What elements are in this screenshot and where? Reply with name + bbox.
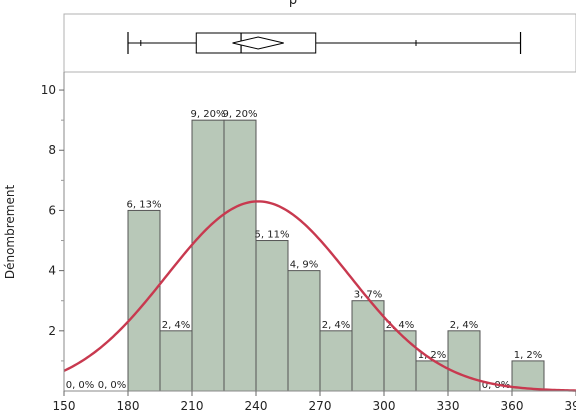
- bar-data-label: 4, 9%: [290, 260, 319, 271]
- histogram-bar: [127, 209, 161, 392]
- x-axis: 150 180 210 240 270 300 330 360 390: [53, 391, 576, 413]
- bar-data-label: 9, 20%: [191, 109, 226, 120]
- histogram-bar: [255, 240, 289, 392]
- bar-data-label: 1, 2%: [418, 350, 447, 361]
- histogram-bar: [447, 330, 481, 392]
- bar-data-label: 3, 7%: [354, 290, 383, 301]
- y-tick-label: 10: [41, 83, 56, 97]
- y-tick-label: 8: [48, 143, 56, 157]
- y-axis: 2 4 6 8 10: [41, 83, 64, 362]
- x-tick-label: 210: [181, 399, 204, 413]
- bar-data-label: 6, 13%: [127, 199, 162, 210]
- bar-data-label: 9, 20%: [223, 109, 258, 120]
- bar-data-label: 5, 11%: [255, 230, 290, 241]
- normal-fit-curve: [63, 200, 576, 392]
- bar-data-label: 1, 2%: [514, 350, 543, 361]
- bar-data-label: 2, 4%: [386, 320, 415, 331]
- x-tick-label: 330: [437, 399, 460, 413]
- x-tick-label: 360: [501, 399, 524, 413]
- bar-data-label: 0, 0%: [66, 380, 95, 391]
- y-tick-label: 6: [48, 203, 56, 217]
- x-tick-label: 390: [565, 399, 576, 413]
- box-plot-panel: [63, 13, 576, 73]
- histogram-bar: [511, 360, 545, 392]
- box-plot: [127, 32, 522, 54]
- x-tick-label: 240: [245, 399, 268, 413]
- histogram-panel: 0, 0% 0, 0% 6, 13% 2, 4% 9, 20%9, 20% 5, 11% 4…: [3, 71, 576, 413]
- y-axis-label: Dénombrement: [3, 185, 17, 280]
- y-tick-label: 4: [48, 264, 56, 278]
- x-tick-label: 300: [373, 399, 396, 413]
- bar-data-label: 0, 0%: [98, 380, 127, 391]
- bar-data-label: 2, 4%: [450, 320, 479, 331]
- box-mean-diamond: [232, 36, 284, 50]
- histogram-bar: [287, 270, 321, 392]
- histogram-bars: [127, 119, 545, 392]
- x-tick-label: 270: [309, 399, 332, 413]
- histogram-bar: [383, 330, 417, 392]
- histogram-bar: [319, 330, 353, 392]
- histogram-bar: [351, 300, 385, 392]
- y-tick-label: 2: [48, 324, 56, 338]
- histogram-bar: [191, 119, 225, 392]
- chart-title-fragment: p: [289, 0, 297, 8]
- bar-data-label: 2, 4%: [322, 320, 351, 331]
- x-tick-label: 180: [117, 399, 140, 413]
- histogram-bar: [223, 119, 257, 392]
- bar-data-label: 2, 4%: [162, 320, 191, 331]
- x-tick-label: 150: [53, 399, 76, 413]
- histogram-bar: [159, 330, 193, 392]
